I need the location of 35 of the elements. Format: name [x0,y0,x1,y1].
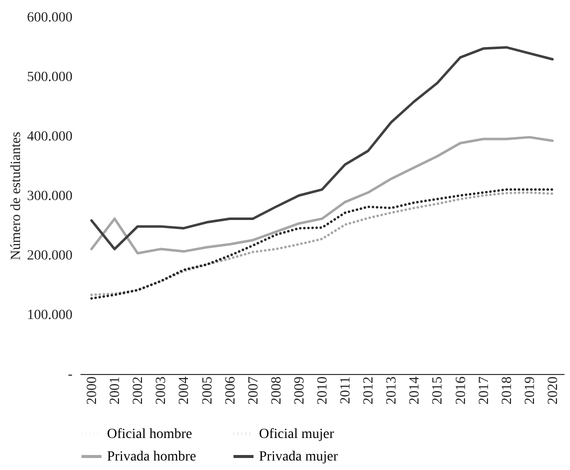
x-tick-label: 2019 [522,376,538,404]
legend-label: Privada mujer [259,450,338,464]
x-tick-label: 2008 [269,376,284,404]
line-series [90,46,554,250]
x-tick-label: 2006 [223,376,238,404]
y-tick-label: 600.000 [27,10,72,26]
x-tick-label: 2010 [316,376,330,404]
x-tick-label: 2007 [246,376,262,404]
y-axis-title: Número de estudiantes [9,132,24,260]
line-series [90,136,554,254]
x-tick-label: 2020 [546,376,561,404]
x-tick-label: 2014 [408,376,423,404]
x-tick-label: 2001 [108,376,124,404]
y-tick-label: 100.000 [27,308,72,323]
legend-label: Privada hombre [107,450,196,464]
x-tick-label: 2003 [154,376,170,404]
x-tick-label: 2005 [200,376,216,404]
x-tick-label: 2000 [85,376,100,404]
x-tick-label: 2016 [454,376,469,404]
y-tick-label: 300.000 [27,189,72,204]
y-tick-label: 500.000 [27,70,72,85]
x-tick-label: 2002 [131,376,146,404]
x-tick-label: 2012 [362,376,377,404]
legend-label: Oficial hombre [107,426,192,442]
x-tick-label: 2018 [500,376,515,404]
x-tick-label: 2015 [430,376,446,404]
y-tick-label: - [68,368,73,382]
x-tick-label: 2017 [476,376,492,404]
y-tick-label: 200.000 [27,248,72,264]
x-tick-label: 2013 [384,376,400,404]
x-tick-label: 2009 [292,376,308,404]
y-tick-label: 400.000 [27,130,72,144]
legend-label: Oficial mujer [259,426,334,442]
x-tick-label: 2004 [177,376,192,404]
x-tick-label: 2011 [338,376,354,404]
